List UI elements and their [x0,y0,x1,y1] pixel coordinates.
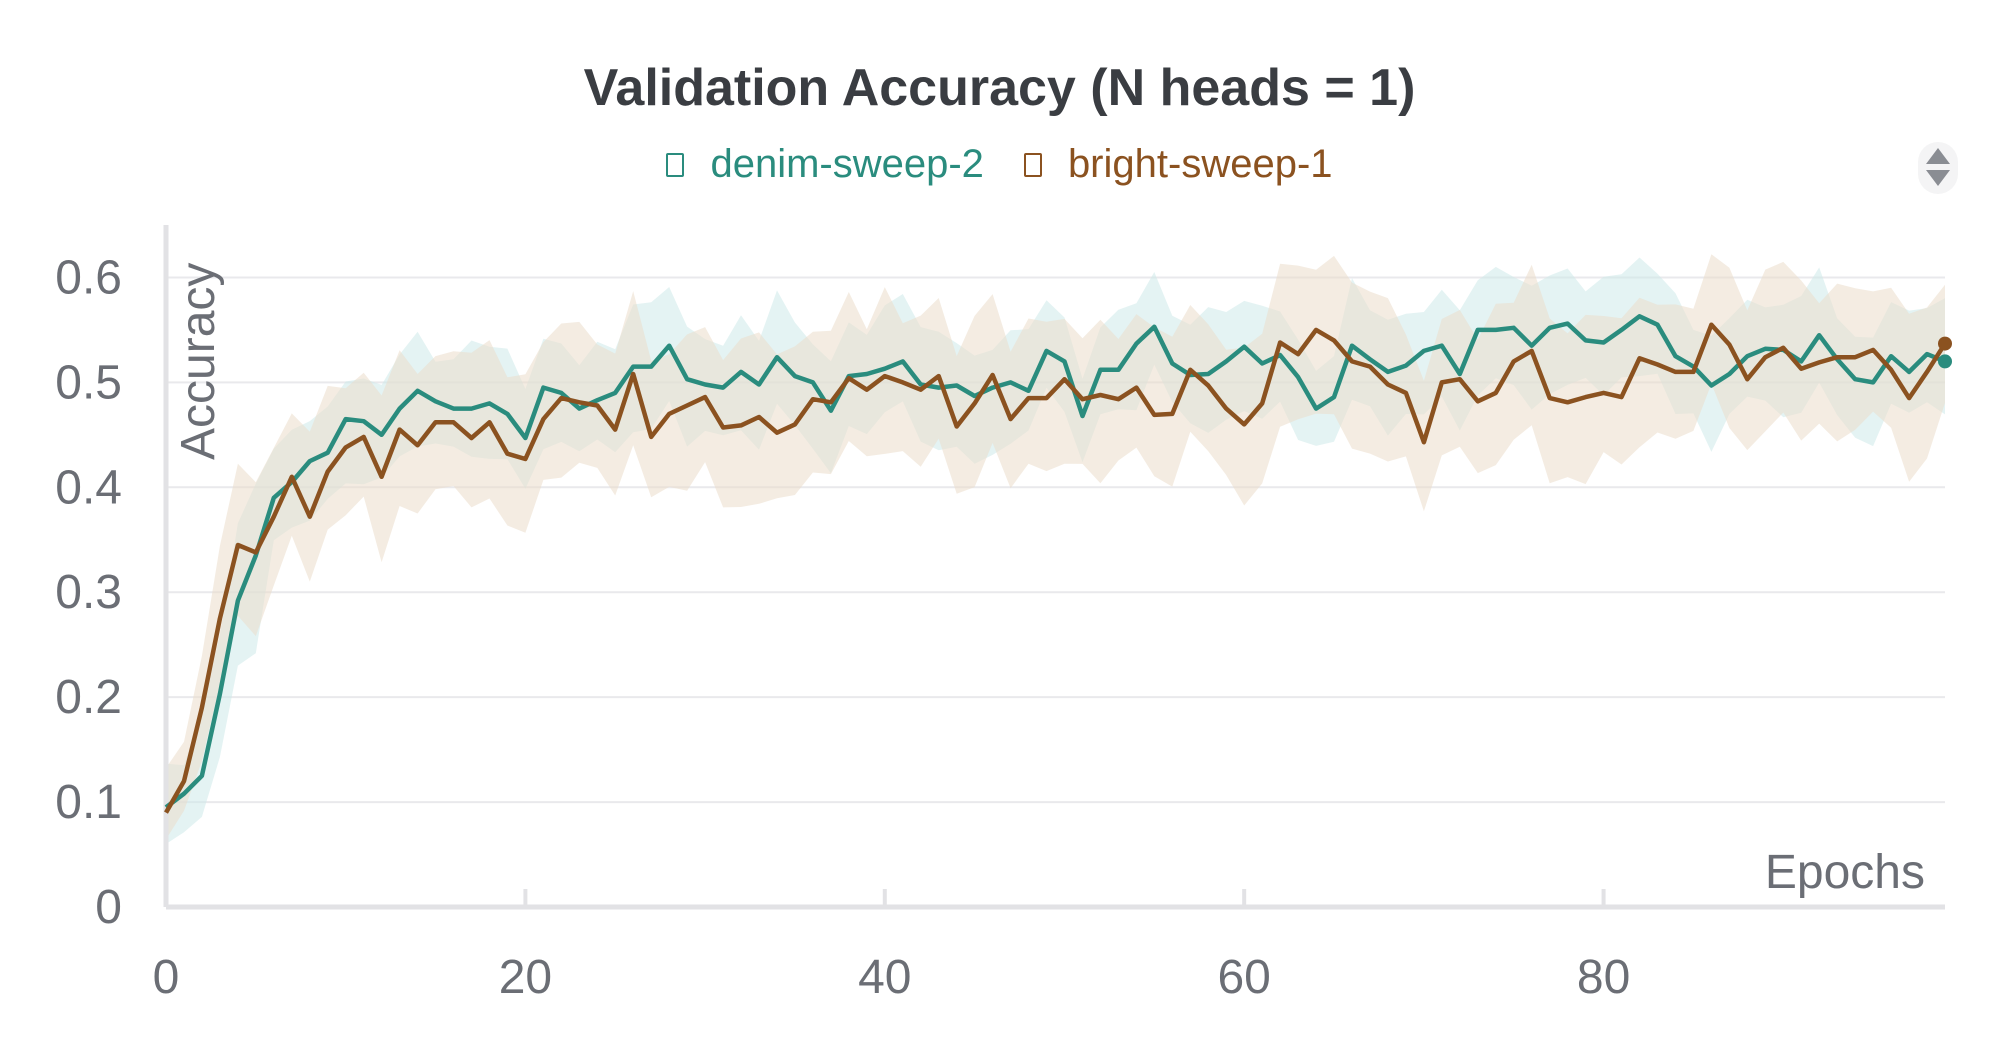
legend-item-denim-sweep-2[interactable]: denim-sweep-2 [666,142,984,187]
x-axis-title: Epochs [1765,846,1925,899]
series-lines [164,314,1952,814]
endpoint-denim-sweep-2 [1938,354,1952,369]
line-bright-sweep-1 [164,322,1947,814]
legend-swatch-denim [666,152,685,177]
y-tick-label: 0.2 [55,671,122,724]
chart-title: Validation Accuracy (N heads = 1) [583,59,1416,117]
y-tick-label: 0.5 [55,356,122,409]
legend-swatch-bright [1023,152,1042,177]
chevron-up-icon[interactable] [1926,148,1950,164]
endpoint-bright-sweep-1 [1938,336,1952,351]
confidence-bands [166,254,1945,844]
x-tick-label: 80 [1577,951,1630,1004]
x-tick-label: 60 [1217,951,1270,1004]
legend-label-denim: denim-sweep-2 [710,142,984,186]
band-bright-sweep-1 [166,254,1945,840]
y-tick-label: 0.6 [55,251,122,304]
x-tick-label: 0 [153,951,180,1004]
legend: denim-sweep-2 bright-sweep-1 [0,142,1999,187]
axes [163,225,1945,910]
y-tick-label: 0.4 [55,461,122,514]
y-tick-label: 0.1 [55,776,122,829]
x-tick-label: 40 [858,951,911,1004]
tick-labels: 0 0.1 0.2 0.3 0.4 0.5 0.6 0 20 40 60 80 [55,251,1630,1004]
x-tick-label: 20 [499,951,552,1004]
line-denim-sweep-2 [164,314,1946,810]
y-axis-title: Accuracy [172,263,225,460]
chevron-down-icon[interactable] [1926,170,1950,186]
legend-label-bright: bright-sweep-1 [1067,142,1333,186]
legend-scroll-toggle[interactable] [1918,142,1958,194]
y-tick-label: 0 [95,881,122,934]
y-tick-label: 0.3 [55,566,122,619]
legend-item-bright-sweep-1[interactable]: bright-sweep-1 [1023,142,1333,187]
